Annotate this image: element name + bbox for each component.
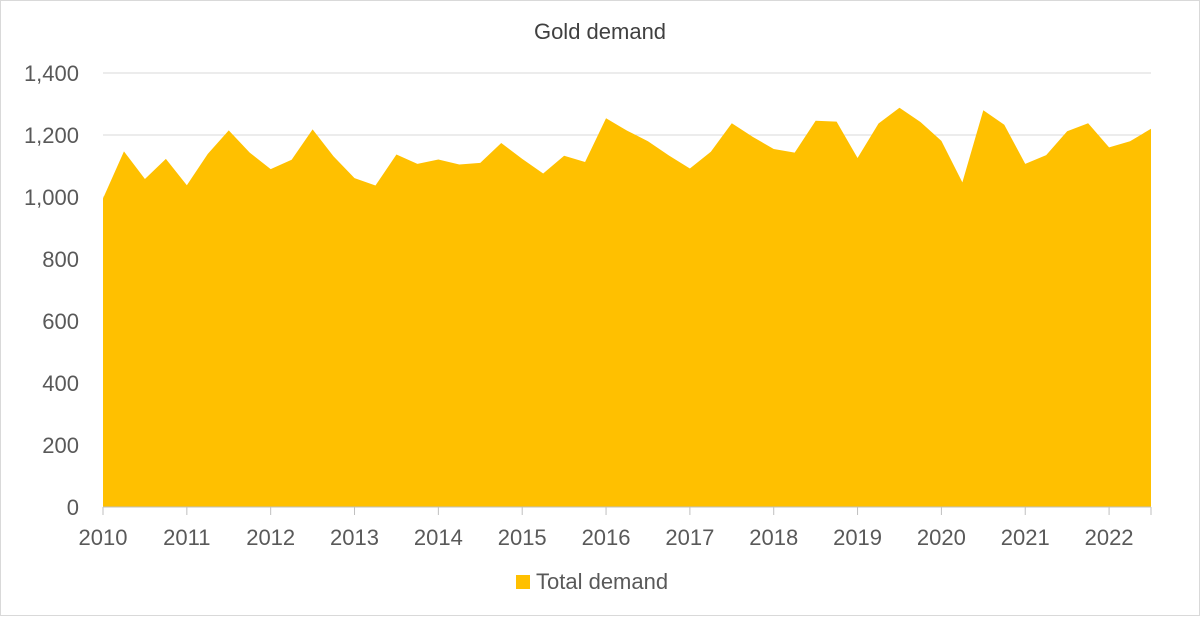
legend: Total demand [516,569,668,594]
legend-label: Total demand [536,569,668,594]
x-tick-label: 2022 [1085,525,1134,550]
x-tick-label: 2018 [749,525,798,550]
axes: 0 200 400 600 800 1,000 1,200 1,400 2010 2011 2012… [24,61,1152,550]
plot-area [103,107,1151,507]
x-tick-label: 2017 [665,525,714,550]
y-tick-label: 600 [42,309,79,334]
y-tick-label: 200 [42,433,79,458]
chart-title: Gold demand [534,19,666,44]
y-tick-label: 800 [42,247,79,272]
x-tick-label: 2013 [330,525,379,550]
x-tick-label: 2015 [498,525,547,550]
x-tick-label: 2010 [79,525,128,550]
series-area-total-demand [103,107,1151,507]
x-tick-label: 2011 [163,525,210,550]
x-tick-label: 2019 [833,525,882,550]
x-tick-label: 2014 [414,525,463,550]
x-tick-label: 2016 [582,525,631,550]
x-tick-label: 2012 [246,525,295,550]
x-tick-label: 2020 [917,525,966,550]
x-tick-label: 2021 [1001,525,1050,550]
y-tick-label: 400 [42,371,79,396]
legend-swatch [516,575,530,589]
y-tick-label: 0 [67,495,79,520]
y-tick-label: 1,200 [24,123,79,148]
y-tick-label: 1,000 [24,185,79,210]
y-tick-label: 1,400 [24,61,79,86]
